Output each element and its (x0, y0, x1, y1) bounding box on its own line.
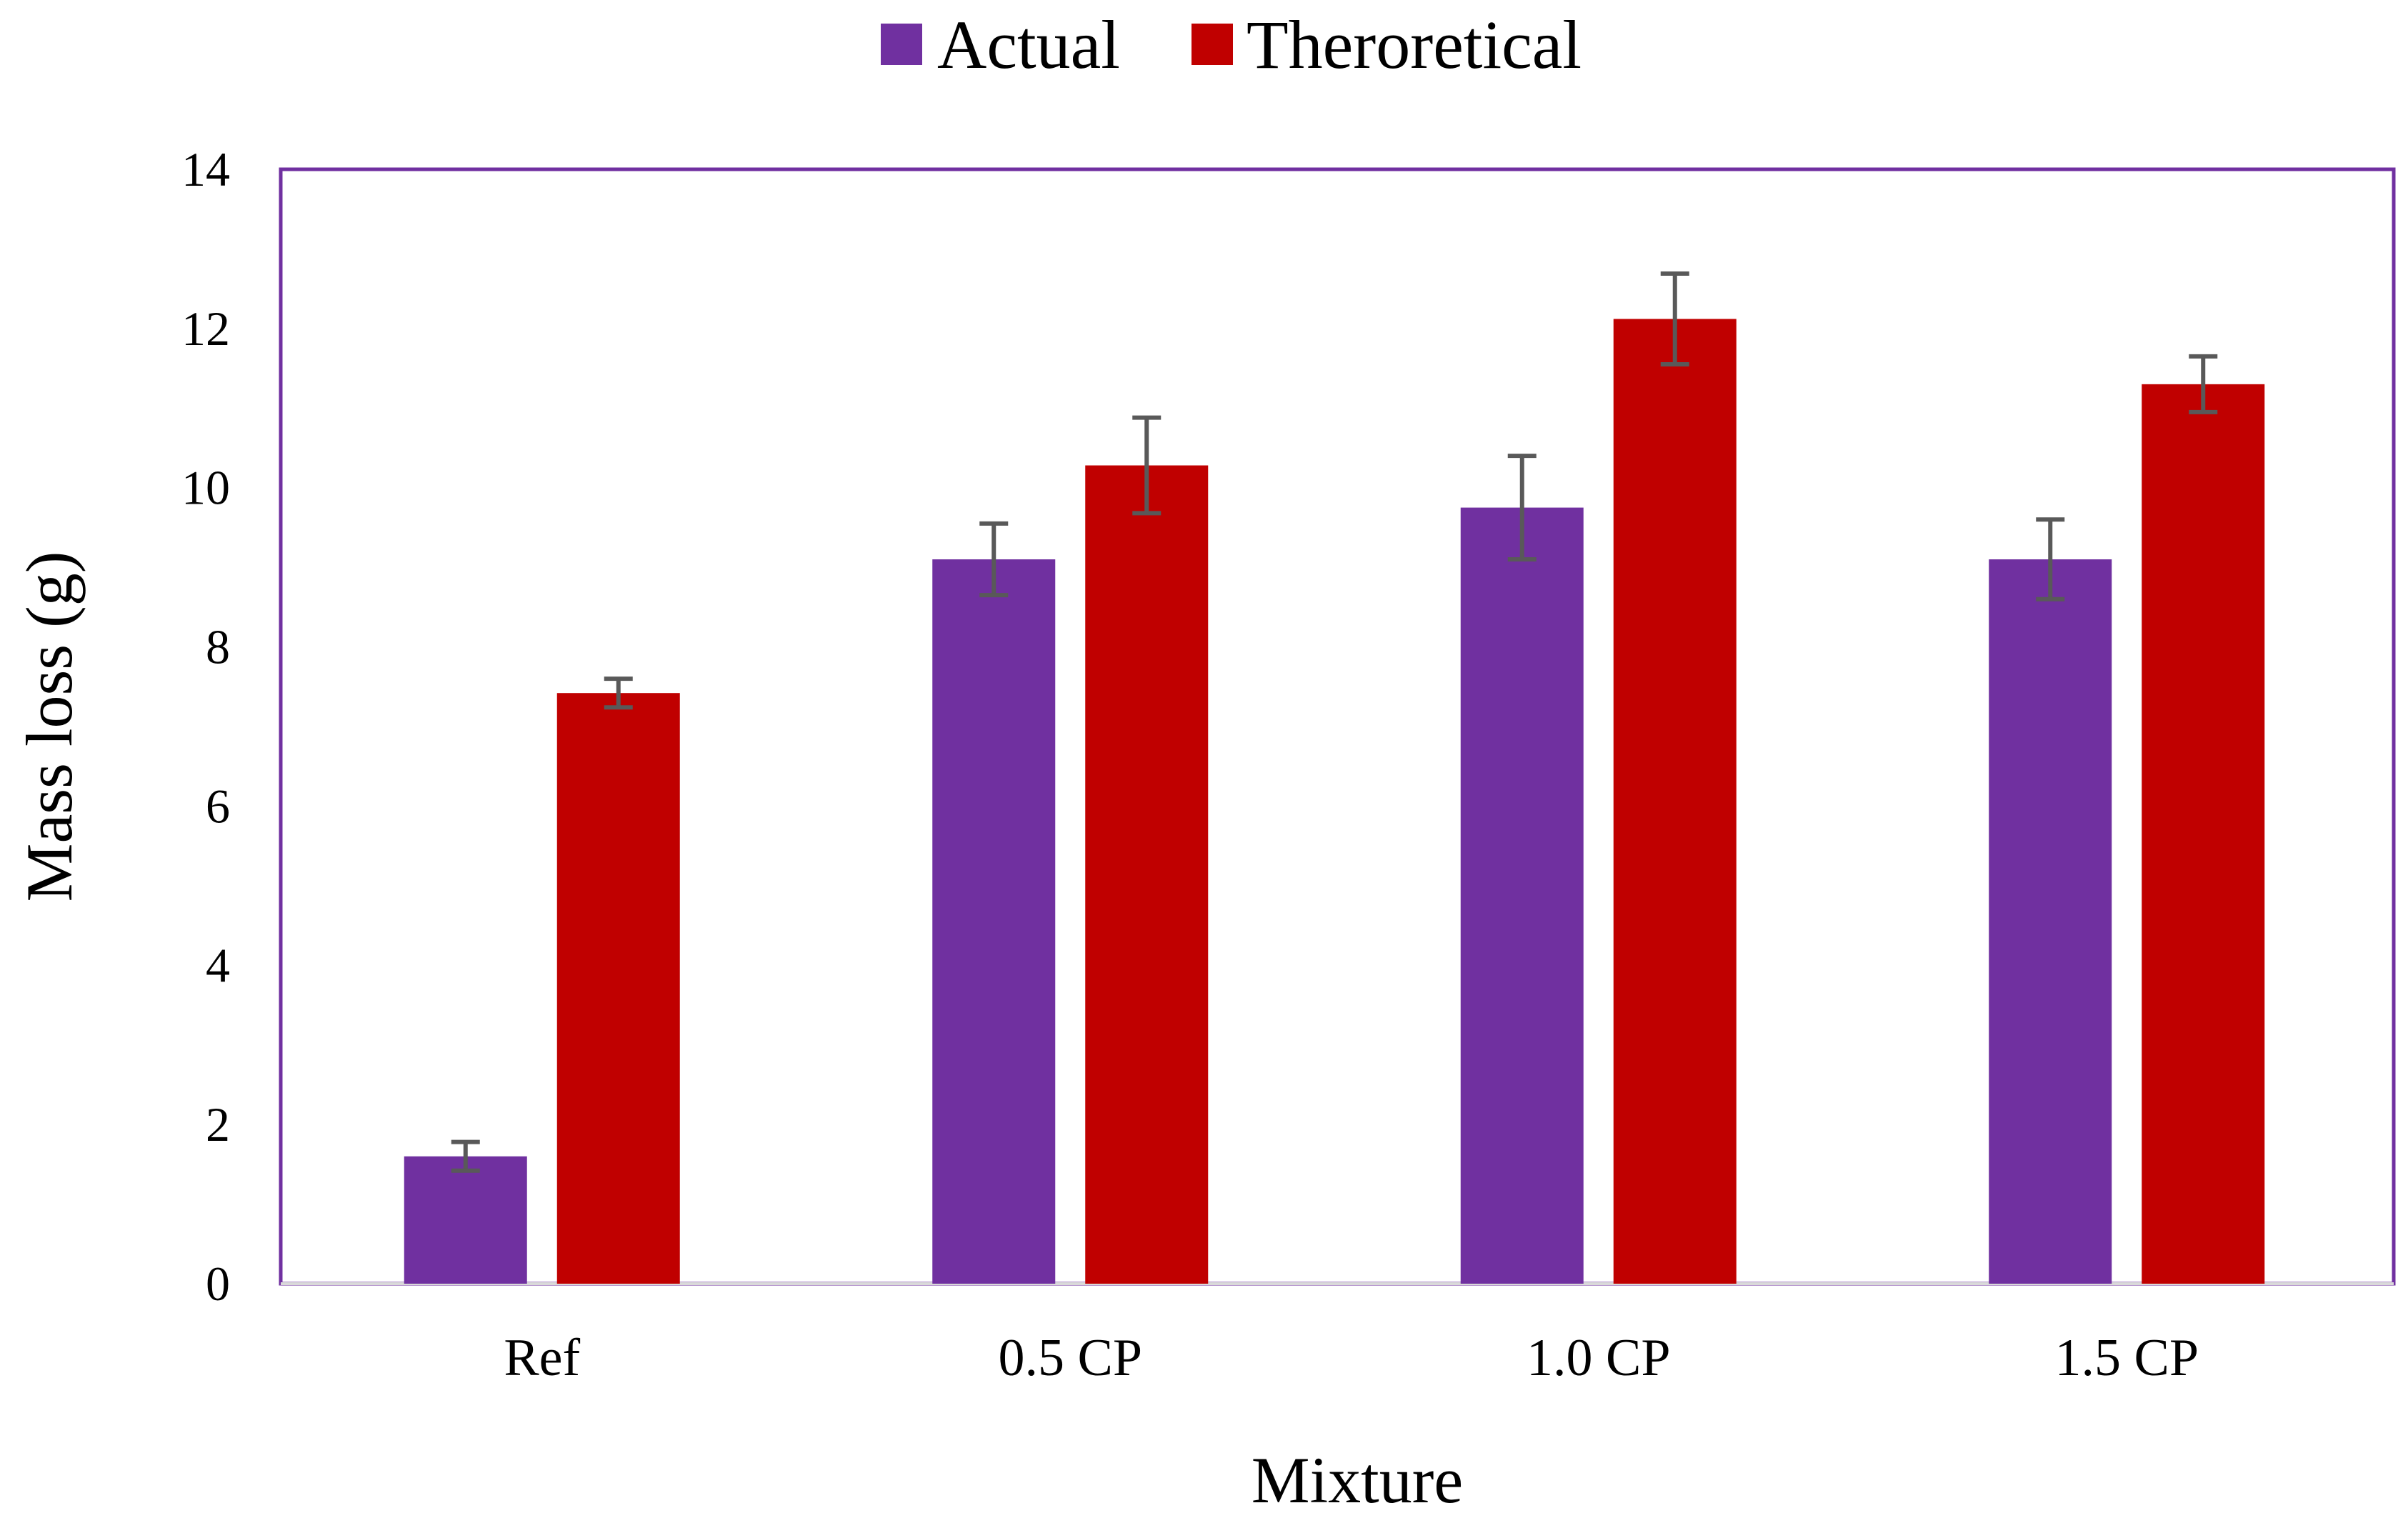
error-bar (604, 676, 633, 710)
bar-actual-1-5-cp (1989, 559, 2112, 1284)
x-axis-title: Mixture (1252, 1444, 1463, 1513)
x-axis-labels: Ref 0.5 CP 1.0 CP 1.5 CP (504, 1329, 2199, 1387)
y-axis-ticks: 0 2 4 6 8 10 12 14 (181, 142, 230, 1311)
x-tick-label: 1.0 CP (1527, 1329, 1671, 1387)
bar-actual-ref (404, 1156, 527, 1284)
error-bars (451, 271, 2218, 1173)
y-tick-label: 12 (181, 301, 230, 356)
y-tick-label: 10 (181, 461, 230, 515)
bar-actual-1-0-cp (1460, 507, 1584, 1284)
x-tick-label: 0.5 CP (998, 1329, 1142, 1387)
legend-swatch-actual (881, 24, 922, 65)
bars (404, 319, 2265, 1284)
legend: Actual Theroretical (881, 6, 1582, 83)
y-tick-label: 8 (206, 620, 230, 674)
y-tick-label: 0 (206, 1257, 230, 1311)
error-bar (451, 1139, 480, 1173)
bar-theroretical-0-5-cp (1085, 465, 1209, 1284)
error-bar (2189, 354, 2218, 414)
error-bar (1132, 415, 1161, 516)
error-bar (1660, 271, 1689, 366)
bar-actual-0-5-cp (932, 559, 1056, 1284)
bar-theroretical-1-5-cp (2142, 384, 2265, 1284)
y-axis-title: Mass loss (g) (13, 551, 86, 902)
error-bar (2036, 517, 2065, 601)
bar-theroretical-ref (556, 693, 680, 1284)
error-bar (1507, 454, 1537, 561)
legend-label-actual: Actual (937, 6, 1120, 83)
y-tick-label: 4 (206, 938, 230, 992)
y-tick-label: 6 (206, 779, 230, 833)
y-tick-label: 2 (206, 1097, 230, 1152)
legend-label-theroretical: Theroretical (1247, 6, 1582, 83)
legend-swatch-theroretical (1191, 24, 1233, 65)
error-bar (979, 521, 1009, 598)
y-tick-label: 14 (181, 142, 230, 196)
x-tick-label: Ref (504, 1329, 580, 1387)
bar-theroretical-1-0-cp (1613, 319, 1737, 1284)
x-tick-label: 1.5 CP (2054, 1329, 2199, 1387)
